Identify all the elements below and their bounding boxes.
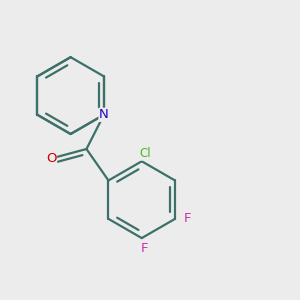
Text: O: O [46, 152, 56, 165]
Text: F: F [184, 212, 192, 225]
Text: N: N [99, 108, 109, 121]
Text: Cl: Cl [140, 147, 152, 160]
Text: F: F [141, 242, 148, 255]
